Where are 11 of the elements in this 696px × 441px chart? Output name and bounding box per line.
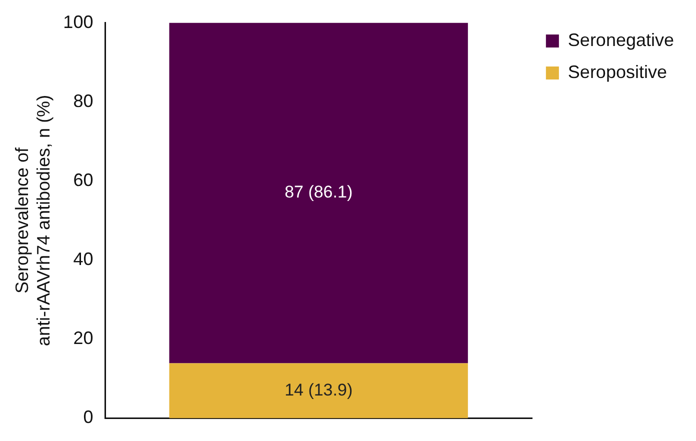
y-tick-label: 100: [63, 12, 94, 32]
y-tick-label: 80: [73, 90, 94, 111]
y-axis-title: Seroprevalence of anti-rAAVrh74 antibodies, n (%): [12, 94, 54, 346]
y-tick-label: 0: [83, 407, 94, 428]
y-tick-label: 20: [73, 328, 94, 348]
legend-label: Seronegative: [568, 30, 674, 50]
data-label: 87 (86.1): [284, 182, 353, 202]
legend-label: Seropositive: [568, 62, 667, 82]
y-tick-label: 40: [73, 249, 94, 270]
data-label: 14 (13.9): [284, 380, 353, 400]
y-tick-label: 60: [73, 170, 94, 190]
